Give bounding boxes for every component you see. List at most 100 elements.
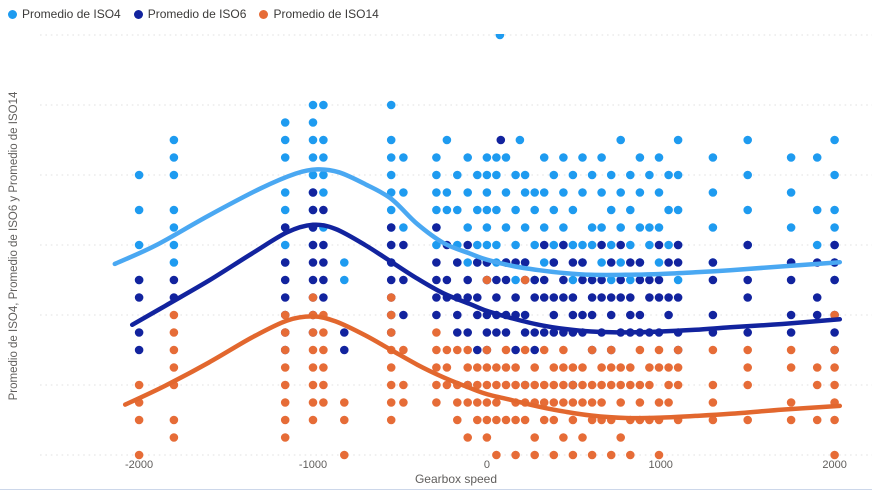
data-point[interactable] [549, 328, 559, 337]
data-point[interactable] [635, 310, 645, 320]
data-point[interactable] [520, 328, 530, 337]
data-point[interactable] [708, 188, 718, 197]
data-point[interactable] [492, 450, 501, 460]
data-point[interactable] [463, 223, 473, 232]
data-point[interactable] [442, 275, 452, 285]
data-point[interactable] [664, 170, 673, 180]
data-point[interactable] [280, 380, 290, 390]
trend-line-2[interactable] [129, 222, 843, 335]
data-point[interactable] [654, 188, 664, 197]
data-point[interactable] [597, 363, 606, 372]
data-point[interactable] [319, 100, 328, 110]
data-point[interactable] [169, 170, 179, 180]
data-point[interactable] [386, 240, 396, 250]
data-point[interactable] [511, 363, 520, 372]
data-point[interactable] [539, 188, 549, 197]
data-point[interactable] [812, 293, 822, 302]
data-point[interactable] [830, 275, 839, 285]
data-point[interactable] [645, 275, 654, 285]
data-point[interactable] [280, 205, 290, 215]
data-point[interactable] [559, 293, 568, 302]
data-point[interactable] [626, 240, 635, 250]
data-point[interactable] [830, 380, 839, 390]
data-point[interactable] [568, 363, 578, 372]
data-point[interactable] [432, 345, 441, 355]
data-point[interactable] [645, 363, 654, 372]
data-point[interactable] [492, 293, 501, 302]
data-point[interactable] [530, 240, 539, 250]
data-point[interactable] [501, 223, 511, 232]
data-point[interactable] [606, 170, 616, 180]
data-point[interactable] [280, 223, 290, 232]
data-point[interactable] [463, 275, 473, 285]
data-point[interactable] [664, 363, 673, 372]
data-point[interactable] [743, 293, 752, 302]
data-point[interactable] [482, 188, 492, 197]
data-point[interactable] [473, 170, 482, 180]
data-point[interactable] [473, 240, 482, 250]
data-point[interactable] [399, 380, 408, 390]
data-point[interactable] [386, 363, 396, 372]
data-point[interactable] [501, 380, 511, 390]
data-point[interactable] [606, 310, 616, 320]
data-point[interactable] [635, 188, 645, 197]
data-point[interactable] [482, 275, 492, 285]
data-point[interactable] [559, 433, 568, 442]
data-point[interactable] [169, 310, 179, 320]
data-point[interactable] [786, 223, 796, 232]
data-point[interactable] [539, 345, 549, 355]
data-point[interactable] [549, 293, 559, 302]
data-point[interactable] [442, 135, 452, 145]
data-point[interactable] [743, 135, 752, 145]
data-point[interactable] [442, 363, 452, 372]
data-point[interactable] [308, 363, 318, 372]
data-point[interactable] [626, 170, 635, 180]
data-point[interactable] [606, 293, 616, 302]
data-point[interactable] [280, 293, 290, 302]
data-point[interactable] [319, 293, 328, 302]
data-point[interactable] [453, 205, 462, 215]
data-point[interactable] [606, 345, 616, 355]
data-point[interactable] [520, 258, 530, 267]
data-point[interactable] [482, 380, 492, 390]
data-point[interactable] [616, 363, 625, 372]
data-point[interactable] [812, 205, 822, 215]
data-point[interactable] [442, 188, 452, 197]
data-point[interactable] [492, 170, 501, 180]
data-point[interactable] [319, 328, 328, 337]
legend-item-iso6[interactable]: Promedio de ISO6 [133, 5, 246, 23]
data-point[interactable] [578, 258, 587, 267]
data-point[interactable] [568, 240, 578, 250]
legend-item-iso14[interactable]: Promedio de ISO14 [259, 5, 379, 23]
data-point[interactable] [743, 240, 752, 250]
data-point[interactable] [482, 363, 492, 372]
data-point[interactable] [606, 205, 616, 215]
data-point[interactable] [473, 415, 482, 425]
data-point[interactable] [453, 258, 462, 267]
data-point[interactable] [482, 205, 492, 215]
data-point[interactable] [399, 153, 408, 162]
data-point[interactable] [559, 240, 568, 250]
data-point[interactable] [812, 310, 822, 320]
data-point[interactable] [520, 310, 530, 320]
data-point[interactable] [530, 433, 539, 442]
data-point[interactable] [386, 170, 396, 180]
data-point[interactable] [495, 31, 505, 40]
data-point[interactable] [568, 310, 578, 320]
data-point[interactable] [511, 345, 520, 355]
data-point[interactable] [830, 363, 839, 372]
data-point[interactable] [830, 345, 839, 355]
data-point[interactable] [578, 153, 587, 162]
data-point[interactable] [645, 380, 654, 390]
data-point[interactable] [501, 345, 511, 355]
data-point[interactable] [587, 450, 597, 460]
data-point[interactable] [308, 345, 318, 355]
data-point[interactable] [635, 275, 645, 285]
data-point[interactable] [539, 293, 549, 302]
data-point[interactable] [597, 153, 606, 162]
data-point[interactable] [616, 293, 625, 302]
data-point[interactable] [482, 240, 492, 250]
data-point[interactable] [280, 118, 290, 127]
data-point[interactable] [463, 153, 473, 162]
data-point[interactable] [453, 415, 462, 425]
